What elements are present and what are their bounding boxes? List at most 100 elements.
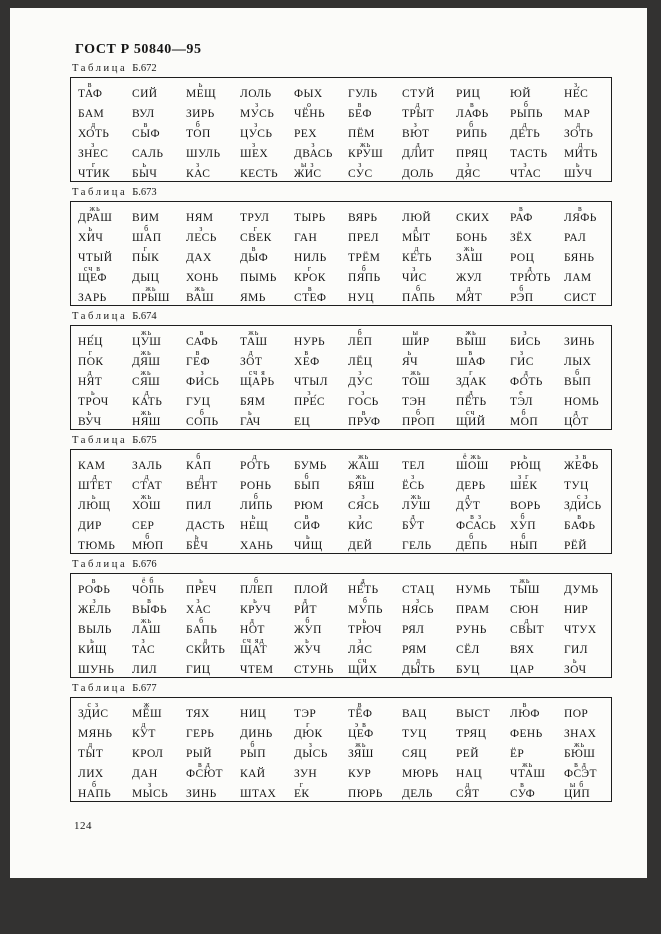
- syllable-cell: ВОРЬ: [503, 492, 557, 512]
- superscript-annotation: [132, 265, 159, 272]
- syllable-word: САФЬ: [186, 336, 218, 348]
- syllable: СТУЙ: [402, 81, 435, 100]
- table-row: ь ВУЧ жь НЯШ б СОПЬ ь ГАЧ ЕЦ в ПРУФ б ПРОП сч ЩИЙ б МОП…: [71, 408, 611, 429]
- syllable: д ТЫТ: [78, 741, 103, 761]
- syllable: д ДЫТЬ: [402, 657, 435, 677]
- syllable: жь СЯШ: [132, 369, 160, 389]
- syllable-cell: жь БЮШ: [557, 740, 611, 761]
- syllable-word: НЯТ: [78, 376, 103, 388]
- superscript-annotation: ь: [142, 160, 147, 169]
- table-row: сч в ЩЕФ ДЫЦ ХОНЬ ПЫМЬ г КРОК б ПЯПЬ з ЧИС ЖУЛ д…: [71, 264, 611, 285]
- superscript-annotation: [456, 225, 487, 232]
- syllable-cell: ЛАМ: [557, 264, 611, 284]
- superscript-annotation: в: [357, 100, 363, 109]
- syllable-word: СЯТ: [456, 788, 480, 800]
- syllable: ПРЕЛ: [348, 225, 379, 244]
- syllable-word: ДЯС: [456, 168, 481, 180]
- table-row: ь ЛЮЩ жь ХОШ ПИЛ б ЛИПЬ РЮМ з СЯСЬ жь ЛУШ д ДУТ ВОР…: [71, 492, 611, 513]
- syllable-word: НЕЩ: [240, 520, 269, 532]
- table-number: Б.677: [132, 683, 157, 694]
- syllable-cell: ДЕЛЬ: [395, 780, 449, 800]
- syllable-cell: жь ЦУШ: [125, 328, 179, 349]
- syllable-word: ЧЁНЬ: [294, 108, 326, 120]
- syllable: б МУПЬ: [348, 597, 383, 617]
- syllable-cell: ь ЗОЧ: [557, 656, 611, 677]
- syllable-word: ШАФ: [456, 356, 486, 368]
- superscript-annotation: б: [250, 740, 256, 749]
- superscript-annotation: [240, 161, 278, 168]
- syllable-cell: БУМЬ: [287, 452, 341, 472]
- syllable: в ГЕФ: [186, 349, 210, 369]
- syllable: ЧТУХ: [564, 617, 597, 636]
- syllable-word: МАР: [564, 108, 591, 120]
- superscript-annotation: жь: [89, 204, 101, 213]
- syllable-word: КРОЛ: [132, 748, 164, 760]
- syllable-cell: д НОТ: [233, 616, 287, 637]
- syllable-cell: д ТРЫТ: [395, 100, 449, 121]
- syllable-cell: б МЮП: [125, 532, 179, 553]
- syllable-word: ДЕЙ: [348, 540, 373, 552]
- syllable-cell: ПИЛ: [179, 492, 233, 512]
- syllable-cell: ГЕРЬ: [179, 720, 233, 740]
- syllable: ЮЙ: [510, 81, 531, 100]
- syllable: ЗНАХ: [564, 721, 596, 740]
- syllable: ПЛОЙ: [294, 577, 328, 596]
- syllable: ГИЦ: [186, 657, 210, 676]
- syllable-cell: з ЧТАС: [503, 160, 557, 181]
- syllable-cell: НИЛЬ: [287, 244, 341, 264]
- syllable-word: ЛУШ: [402, 500, 431, 512]
- syllable-cell: з ДЯС: [449, 160, 503, 181]
- syllable-cell: жь ВЫШ: [449, 328, 503, 349]
- syllable: ь ЛЮЩ: [78, 493, 110, 513]
- syllable-cell: РЫЙ: [179, 740, 233, 760]
- syllable: жь ТЫШ: [510, 577, 540, 597]
- syllable-word: ЗУН: [294, 768, 318, 780]
- syllable-word: ЦУСЬ: [240, 128, 273, 140]
- syllable: в САФЬ: [186, 329, 218, 349]
- superscript-annotation: э в: [354, 720, 367, 729]
- syllable-word: БАПЬ: [186, 624, 218, 636]
- superscript-annotation: б: [195, 120, 201, 129]
- syllable-cell: з ФИСЬ: [179, 368, 233, 389]
- syllable: жь ЗЯШ: [348, 741, 374, 761]
- superscript-annotation: з: [574, 80, 579, 89]
- syllable: д ДЕТЬ: [510, 121, 540, 141]
- syllable-cell: з СУС: [341, 160, 395, 181]
- syllable-cell: жь ХОШ: [125, 492, 179, 513]
- superscript-annotation: [564, 597, 588, 604]
- superscript-annotation: сч я: [248, 368, 266, 377]
- syllable-word: НЕ́С: [564, 88, 589, 100]
- syllable-cell: д ТЫТ: [71, 740, 125, 761]
- syllable-cell: д ВЕНТ: [179, 472, 233, 493]
- superscript-annotation: [240, 761, 265, 768]
- table-label: Таблица Б.676: [72, 559, 647, 571]
- superscript-annotation: ы з: [300, 160, 315, 169]
- superscript-annotation: ь: [305, 532, 311, 541]
- superscript-annotation: жь: [410, 368, 422, 377]
- superscript-annotation: жь: [140, 616, 153, 625]
- syllable: в СИФ: [294, 513, 320, 533]
- syllable-cell: МЯНЬ: [71, 720, 125, 740]
- superscript-annotation: з: [358, 636, 363, 645]
- syllable-cell: ь БЫЧ: [125, 160, 179, 181]
- superscript-annotation: [294, 577, 328, 584]
- syllable-cell: з МЫСЬ: [125, 780, 179, 801]
- syllable-word: ЁР: [510, 748, 525, 760]
- syllable: ь БЁЧ: [186, 533, 208, 553]
- syllable-word: ЖЕЛЬ: [78, 604, 112, 616]
- syllable: ТРУЛ: [240, 205, 269, 224]
- superscript-annotation: в: [307, 284, 313, 293]
- syllable: НУЦ: [348, 285, 374, 304]
- syllable: з ДЫСЬ: [294, 741, 328, 761]
- syllable-word: ТЫШ: [510, 584, 540, 596]
- tables-area: Таблица Б.672 в ТАФ СИЙ ь МЕЩ ЛОЛЬ ФЫХ ГУЛЬ С…: [70, 63, 647, 802]
- superscript-annotation: сч: [466, 408, 476, 417]
- syllable: д ПЁТЬ: [456, 389, 487, 409]
- superscript-annotation: жь: [522, 760, 534, 769]
- syllable-cell: ДАН: [125, 760, 179, 780]
- syllable-word: МЫСЬ: [132, 788, 169, 800]
- syllable-word: ПАПЬ: [402, 292, 436, 304]
- syllable-word: ВАЦ: [402, 708, 427, 720]
- syllable-word: ДРАШ: [78, 212, 113, 224]
- syllable-cell: в ТЁФ: [341, 700, 395, 721]
